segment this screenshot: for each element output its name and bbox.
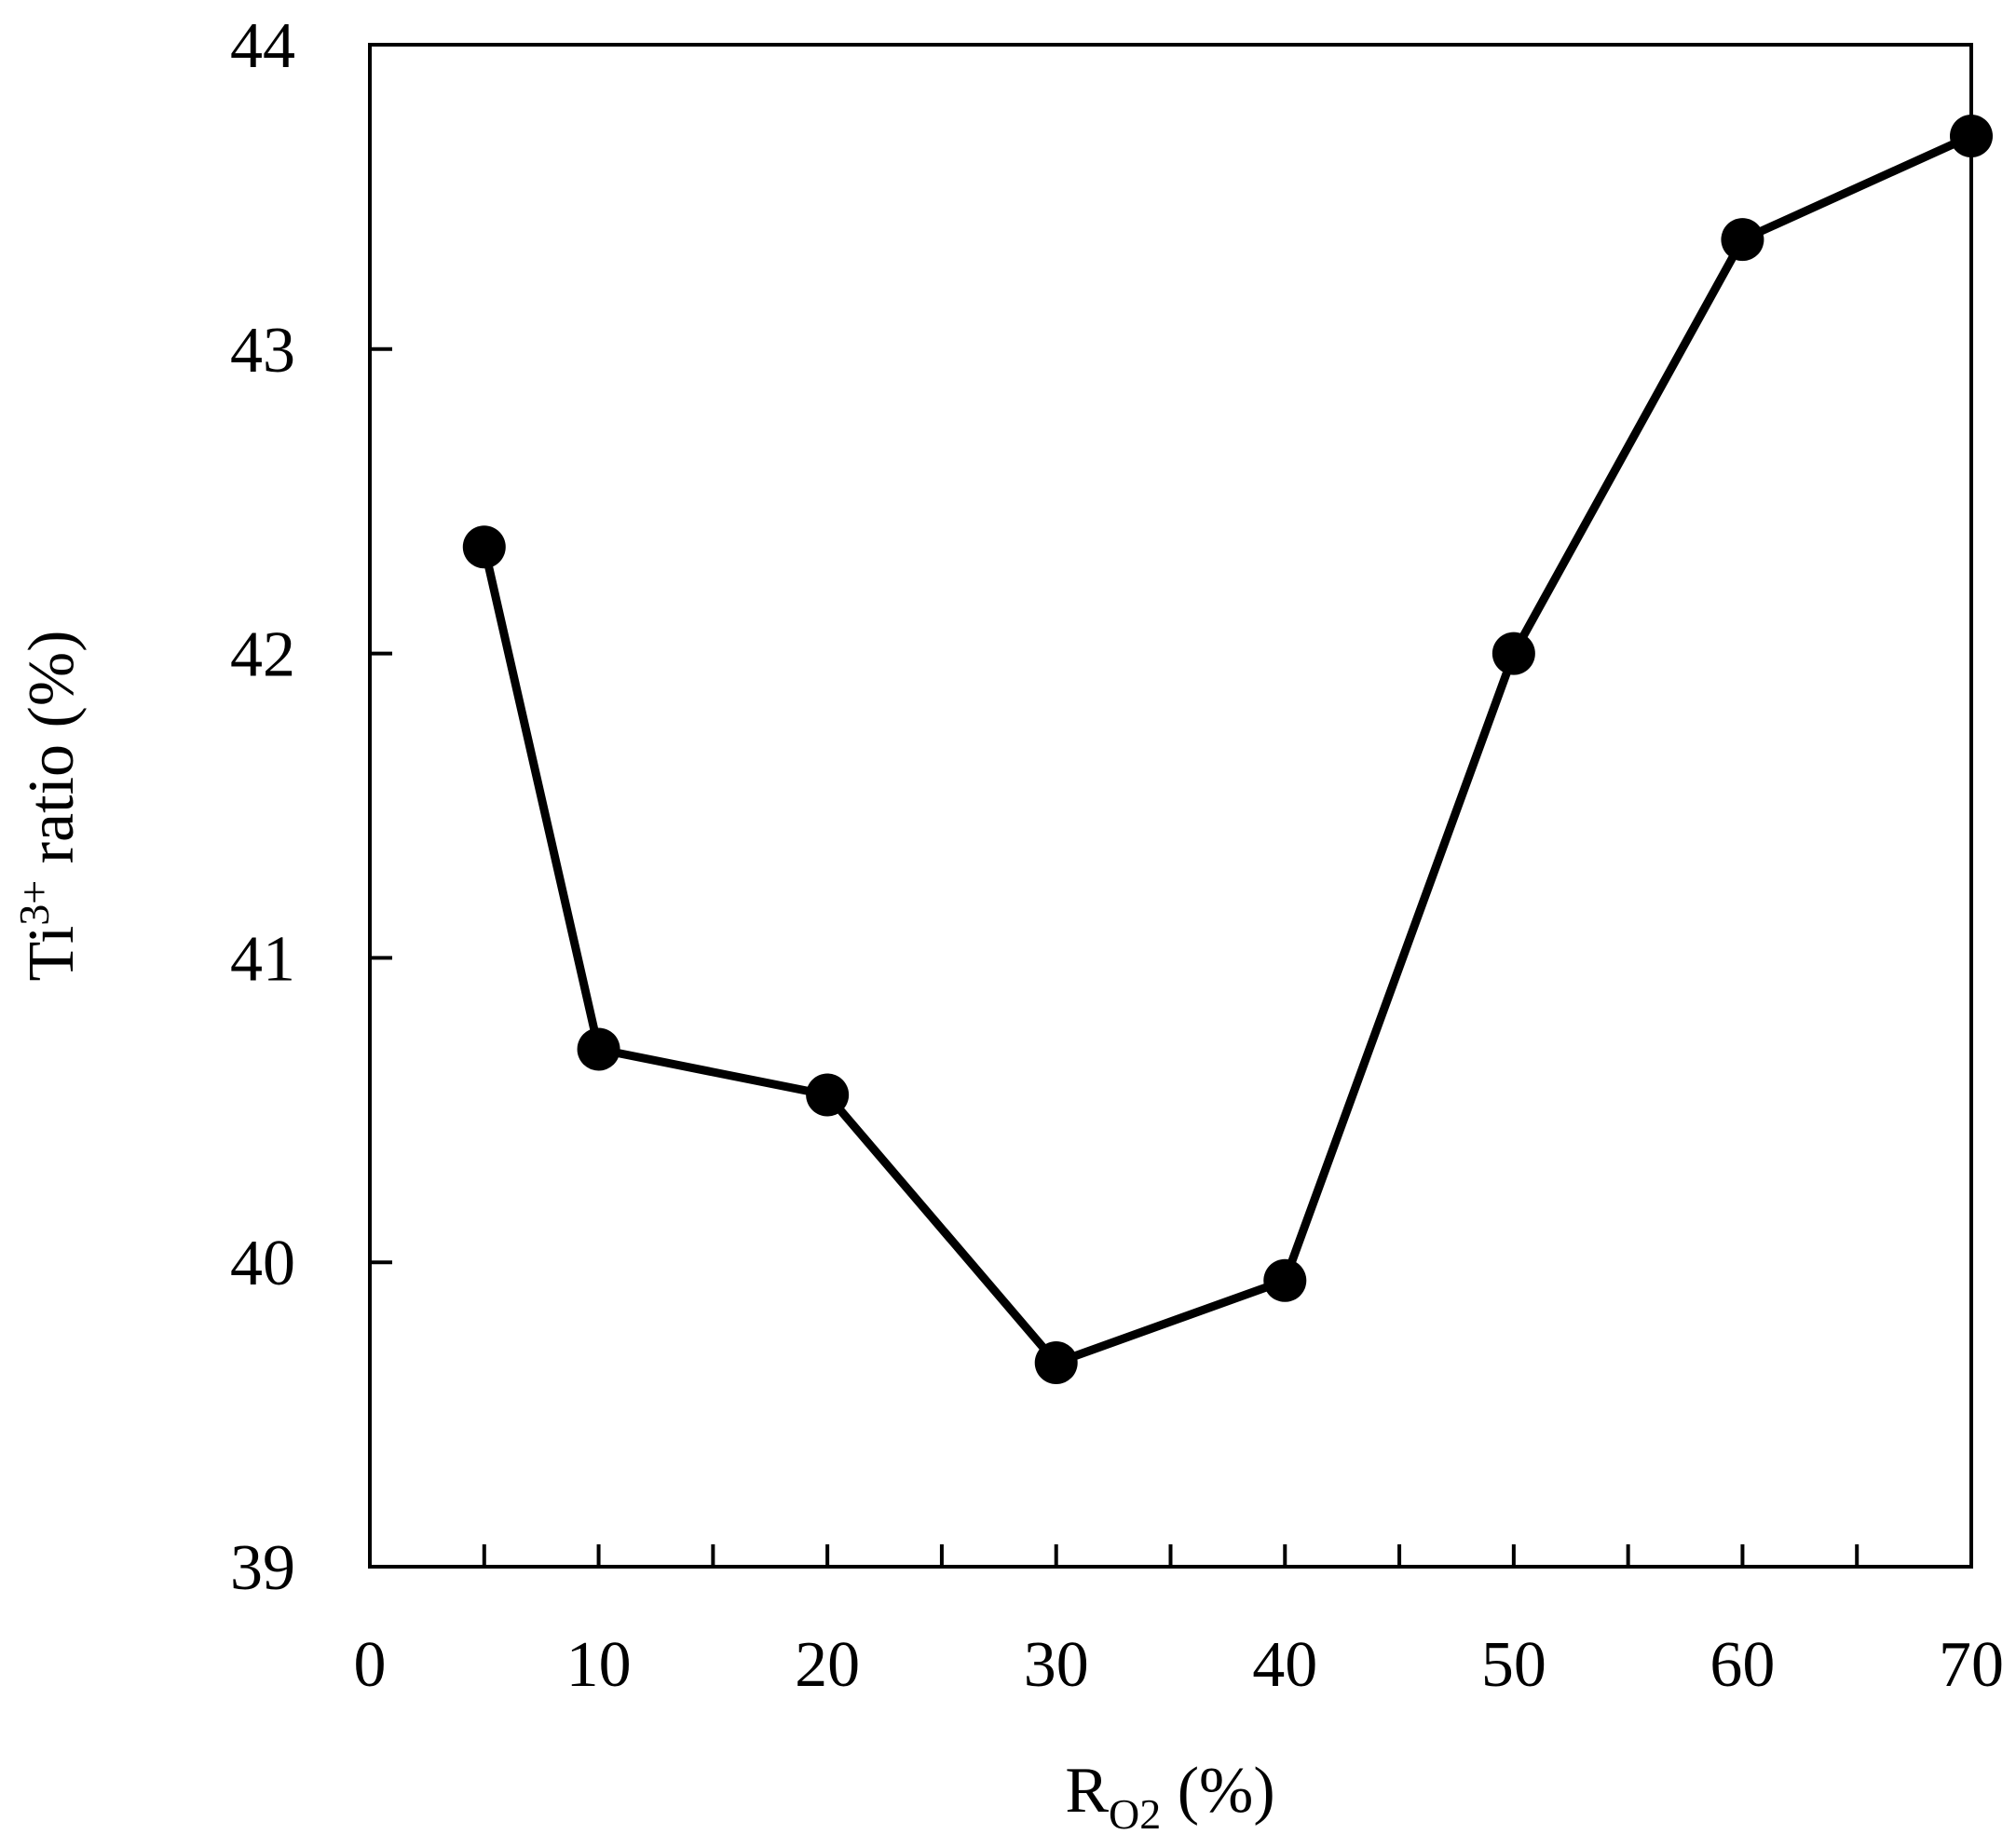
x-tick-label: 60	[1710, 1629, 1775, 1701]
x-tick-label: 50	[1481, 1629, 1546, 1701]
y-tick-label: 39	[230, 1532, 295, 1604]
x-tick-label: 40	[1252, 1629, 1317, 1701]
x-tick-label: 20	[795, 1629, 860, 1701]
x-axis-title-unit: (%)	[1161, 1755, 1274, 1827]
plot-frame	[368, 43, 1973, 1569]
data-point	[1492, 632, 1535, 675]
data-points	[462, 115, 1993, 1385]
y-tick-label: 41	[230, 923, 295, 995]
axis-ticks	[370, 346, 1859, 1567]
data-point	[1034, 1341, 1078, 1385]
y-tick-label: 43	[230, 315, 295, 387]
tick-labels: 0 10 20 30 40 50 60 70 39 40 41 42 43 44	[230, 10, 2004, 1701]
data-point	[1950, 115, 1993, 158]
x-tick-label: 10	[566, 1629, 632, 1701]
data-point	[806, 1073, 850, 1117]
data-point	[1721, 218, 1764, 262]
data-point	[577, 1027, 620, 1071]
x-axis-title: RO2 (%)	[1065, 1755, 1274, 1838]
y-axis-title-main: Ti	[16, 926, 88, 982]
y-tick-label: 42	[230, 619, 295, 691]
series-line	[480, 131, 1973, 1368]
y-tick-label: 40	[230, 1228, 295, 1299]
data-point	[1263, 1258, 1307, 1302]
y-tick-label: 44	[230, 10, 295, 82]
x-tick-label: 30	[1024, 1629, 1089, 1701]
data-point	[462, 525, 506, 569]
x-tick-label: 0	[354, 1629, 387, 1701]
x-axis-title-main: R	[1065, 1755, 1109, 1827]
y-axis-title: Ti3+ ratio (%)	[10, 631, 88, 982]
y-axis-title-superscript: 3+	[10, 880, 58, 926]
x-axis-title-subscript: O2	[1109, 1790, 1161, 1838]
y-axis-title-rest: ratio (%)	[16, 631, 88, 880]
x-tick-label: 70	[1939, 1629, 2004, 1701]
